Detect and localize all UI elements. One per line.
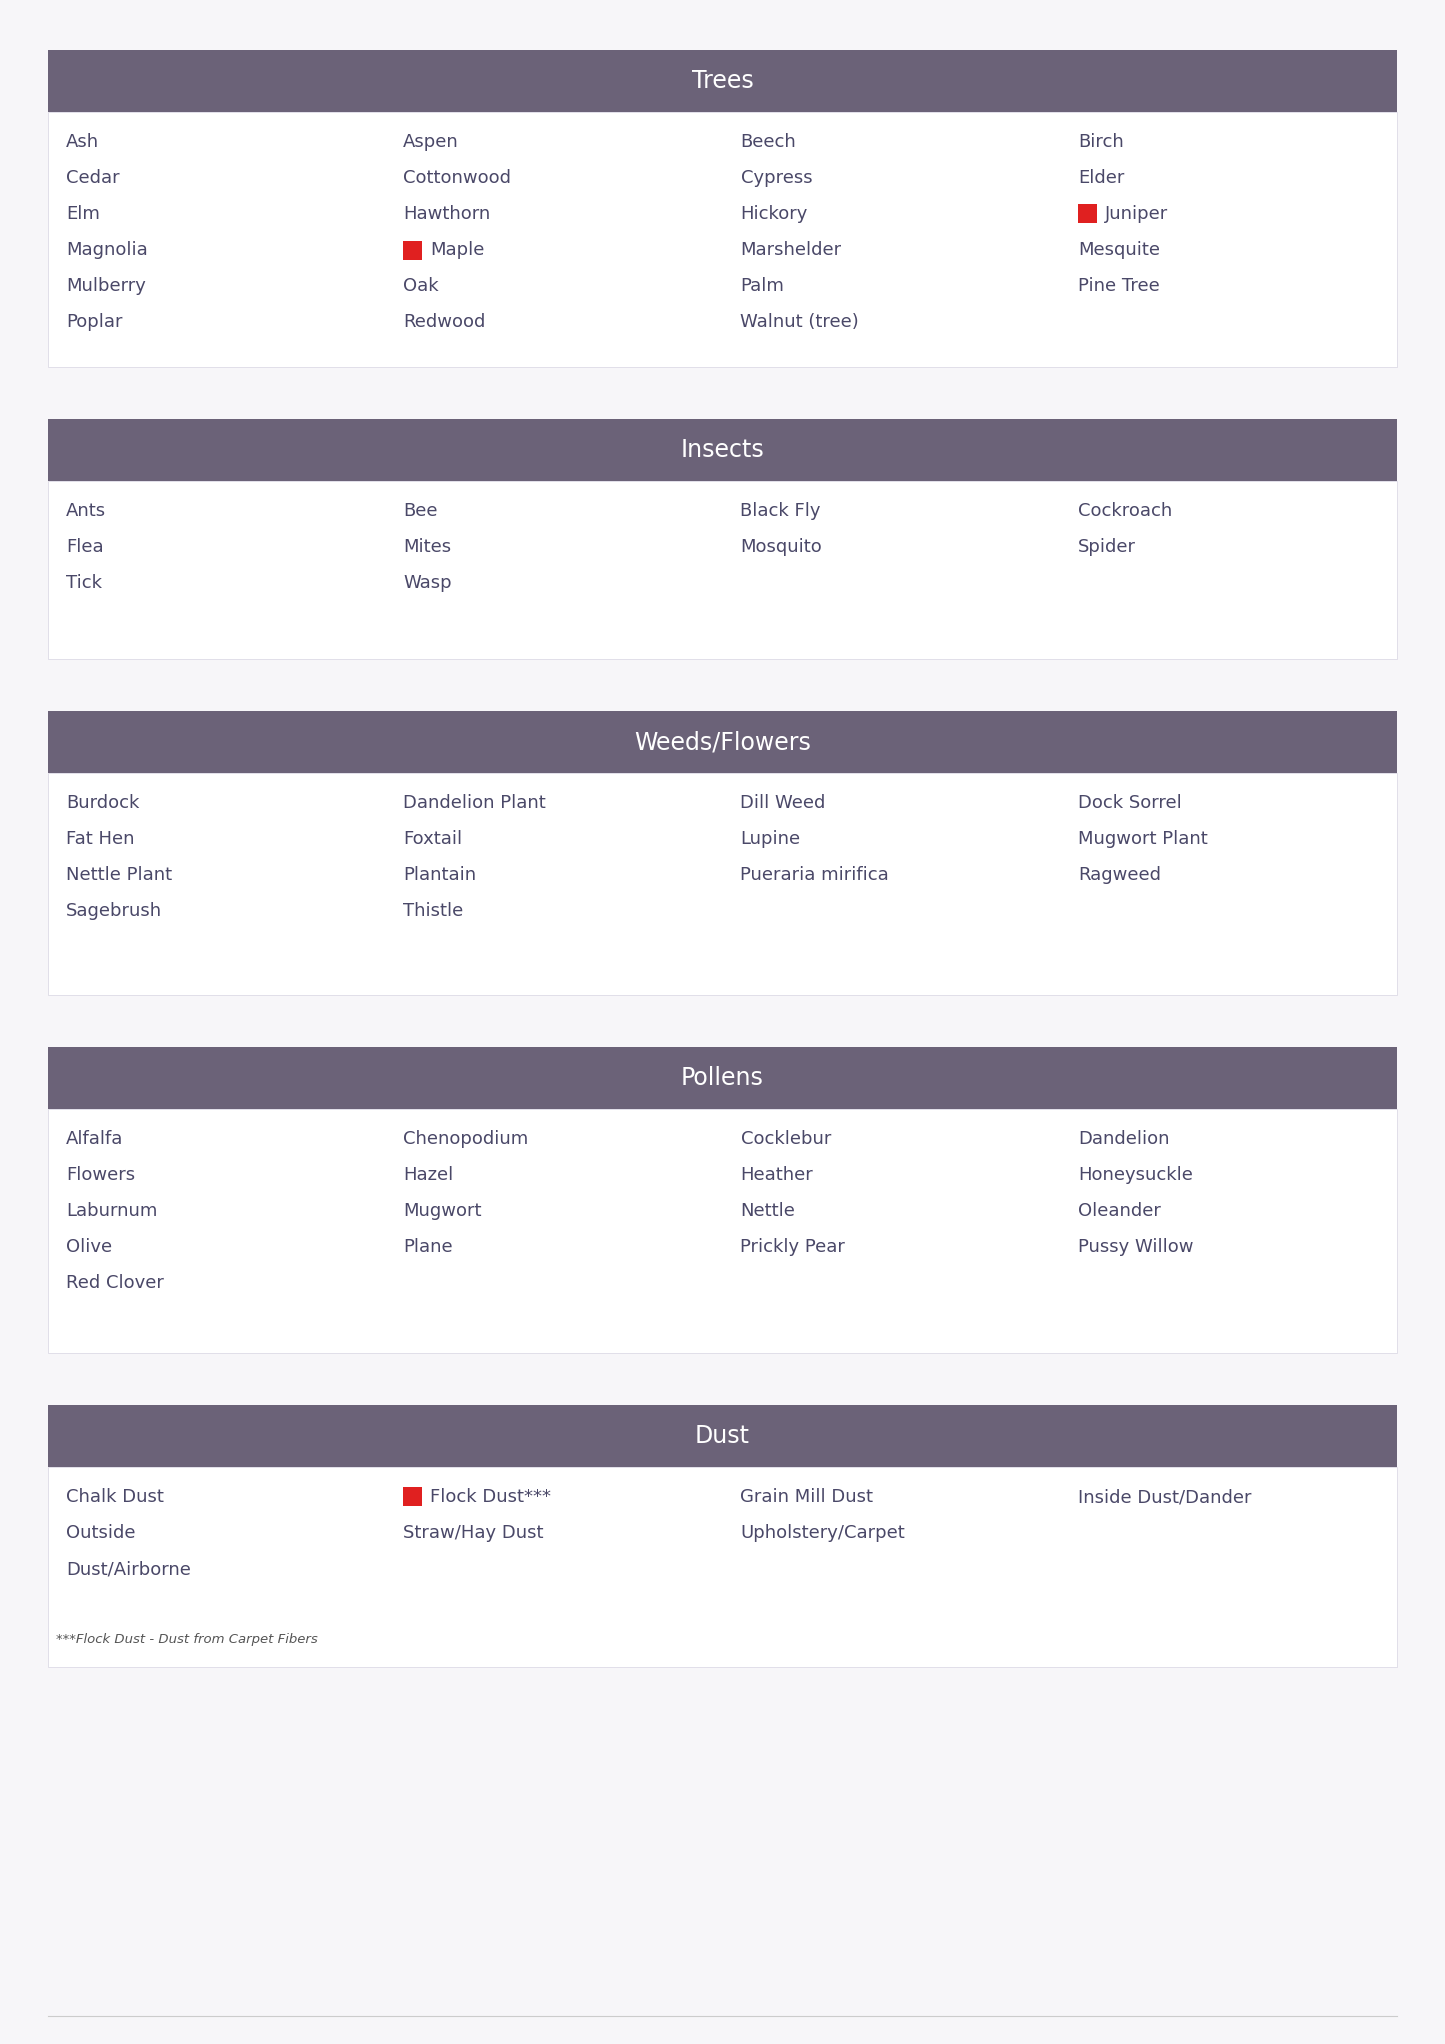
Text: Sagebrush: Sagebrush bbox=[66, 901, 162, 920]
Text: ***Flock Dust - Dust from Carpet Fibers: ***Flock Dust - Dust from Carpet Fibers bbox=[56, 1633, 318, 1645]
Text: Mulberry: Mulberry bbox=[66, 278, 146, 294]
Text: Redwood: Redwood bbox=[403, 313, 486, 331]
Text: Pine Tree: Pine Tree bbox=[1078, 278, 1159, 294]
Text: Oleander: Oleander bbox=[1078, 1202, 1160, 1220]
Text: Nettle: Nettle bbox=[740, 1202, 795, 1220]
Text: Lupine: Lupine bbox=[740, 830, 801, 848]
Text: Plantain: Plantain bbox=[403, 867, 477, 883]
FancyBboxPatch shape bbox=[48, 49, 1397, 112]
FancyBboxPatch shape bbox=[48, 419, 1397, 480]
Text: Mosquito: Mosquito bbox=[740, 538, 822, 556]
Text: Burdock: Burdock bbox=[66, 793, 139, 811]
Text: Nettle Plant: Nettle Plant bbox=[66, 867, 172, 883]
Text: Ragweed: Ragweed bbox=[1078, 867, 1160, 883]
Text: Mugwort Plant: Mugwort Plant bbox=[1078, 830, 1208, 848]
Text: Cocklebur: Cocklebur bbox=[740, 1130, 831, 1149]
Text: Dock Sorrel: Dock Sorrel bbox=[1078, 793, 1182, 811]
Text: Grain Mill Dust: Grain Mill Dust bbox=[740, 1488, 873, 1506]
Text: Ants: Ants bbox=[66, 503, 105, 519]
FancyBboxPatch shape bbox=[403, 241, 422, 260]
Text: Dust/Airborne: Dust/Airborne bbox=[66, 1560, 191, 1578]
FancyBboxPatch shape bbox=[48, 112, 1397, 368]
Text: Straw/Hay Dust: Straw/Hay Dust bbox=[403, 1525, 543, 1541]
Text: Inside Dust/Dander: Inside Dust/Dander bbox=[1078, 1488, 1251, 1506]
Text: Marshelder: Marshelder bbox=[740, 241, 841, 260]
Text: Black Fly: Black Fly bbox=[740, 503, 821, 519]
FancyBboxPatch shape bbox=[48, 711, 1397, 773]
Text: Wasp: Wasp bbox=[403, 574, 452, 593]
Text: Outside: Outside bbox=[66, 1525, 136, 1541]
FancyBboxPatch shape bbox=[48, 480, 1397, 658]
Text: Palm: Palm bbox=[740, 278, 785, 294]
Text: Tick: Tick bbox=[66, 574, 103, 593]
Text: Hawthorn: Hawthorn bbox=[403, 204, 490, 223]
Text: Honeysuckle: Honeysuckle bbox=[1078, 1165, 1192, 1183]
Text: Hickory: Hickory bbox=[740, 204, 808, 223]
Text: Spider: Spider bbox=[1078, 538, 1136, 556]
Text: Oak: Oak bbox=[403, 278, 439, 294]
FancyBboxPatch shape bbox=[48, 1047, 1397, 1110]
Text: Pueraria mirifica: Pueraria mirifica bbox=[740, 867, 889, 883]
Text: Laburnum: Laburnum bbox=[66, 1202, 158, 1220]
Text: Foxtail: Foxtail bbox=[403, 830, 462, 848]
Text: Cottonwood: Cottonwood bbox=[403, 170, 512, 186]
Text: Maple: Maple bbox=[431, 241, 484, 260]
Text: Flowers: Flowers bbox=[66, 1165, 136, 1183]
Text: Plane: Plane bbox=[403, 1239, 452, 1255]
Text: Upholstery/Carpet: Upholstery/Carpet bbox=[740, 1525, 905, 1541]
Text: Dust: Dust bbox=[695, 1425, 750, 1447]
Text: Magnolia: Magnolia bbox=[66, 241, 147, 260]
Text: Dandelion: Dandelion bbox=[1078, 1130, 1169, 1149]
Text: Aspen: Aspen bbox=[403, 133, 460, 151]
Text: Pussy Willow: Pussy Willow bbox=[1078, 1239, 1194, 1255]
Text: Elder: Elder bbox=[1078, 170, 1124, 186]
Text: Bee: Bee bbox=[403, 503, 438, 519]
Text: Dandelion Plant: Dandelion Plant bbox=[403, 793, 546, 811]
Text: Beech: Beech bbox=[740, 133, 796, 151]
Text: Dill Weed: Dill Weed bbox=[740, 793, 827, 811]
Text: Olive: Olive bbox=[66, 1239, 113, 1255]
Text: Cypress: Cypress bbox=[740, 170, 812, 186]
FancyBboxPatch shape bbox=[403, 1488, 422, 1506]
Text: Chalk Dust: Chalk Dust bbox=[66, 1488, 163, 1506]
Text: Weeds/Flowers: Weeds/Flowers bbox=[634, 730, 811, 754]
FancyBboxPatch shape bbox=[48, 1468, 1397, 1668]
FancyBboxPatch shape bbox=[48, 1110, 1397, 1353]
Text: Mesquite: Mesquite bbox=[1078, 241, 1160, 260]
Text: Prickly Pear: Prickly Pear bbox=[740, 1239, 845, 1255]
Text: Pollens: Pollens bbox=[681, 1067, 764, 1089]
Text: Heather: Heather bbox=[740, 1165, 814, 1183]
Text: Hazel: Hazel bbox=[403, 1165, 454, 1183]
Text: Flock Dust***: Flock Dust*** bbox=[431, 1488, 551, 1506]
Text: Mugwort: Mugwort bbox=[403, 1202, 481, 1220]
Text: Walnut (tree): Walnut (tree) bbox=[740, 313, 860, 331]
FancyBboxPatch shape bbox=[48, 1404, 1397, 1468]
Text: Birch: Birch bbox=[1078, 133, 1124, 151]
Text: Thistle: Thistle bbox=[403, 901, 464, 920]
Text: Flea: Flea bbox=[66, 538, 104, 556]
Text: Trees: Trees bbox=[692, 69, 753, 92]
FancyBboxPatch shape bbox=[1078, 204, 1097, 223]
Text: Red Clover: Red Clover bbox=[66, 1273, 163, 1292]
Text: Fat Hen: Fat Hen bbox=[66, 830, 134, 848]
Text: Ash: Ash bbox=[66, 133, 100, 151]
Text: Mites: Mites bbox=[403, 538, 451, 556]
Text: Chenopodium: Chenopodium bbox=[403, 1130, 529, 1149]
Text: Cedar: Cedar bbox=[66, 170, 120, 186]
Text: Insects: Insects bbox=[681, 437, 764, 462]
Text: Alfalfa: Alfalfa bbox=[66, 1130, 123, 1149]
Text: Poplar: Poplar bbox=[66, 313, 123, 331]
Text: Cockroach: Cockroach bbox=[1078, 503, 1172, 519]
FancyBboxPatch shape bbox=[48, 773, 1397, 995]
Text: Juniper: Juniper bbox=[1105, 204, 1168, 223]
Text: Elm: Elm bbox=[66, 204, 100, 223]
